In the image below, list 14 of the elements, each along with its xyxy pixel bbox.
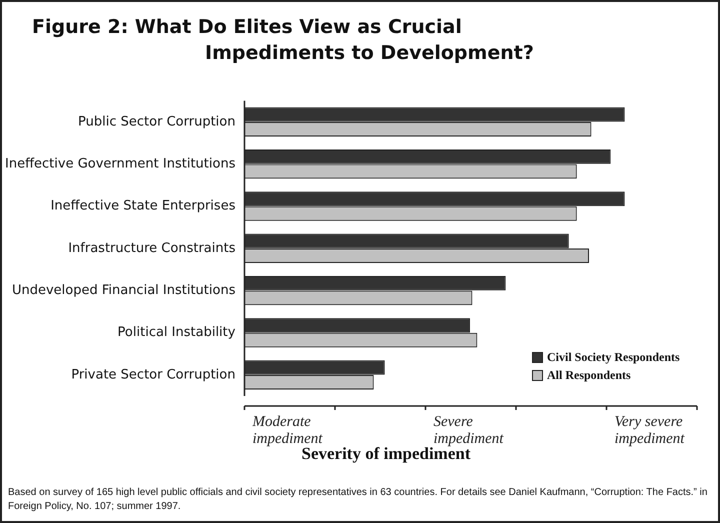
y-tick-label: Undeveloped Financial Institutions — [12, 282, 236, 298]
y-tick-label: Infrastructure Constraints — [68, 240, 236, 256]
text: Moderate impediment — [252, 414, 324, 447]
y-tick-label: Political Instability — [118, 325, 236, 340]
y-tick-label: Ineffective Government Institutions — [4, 156, 236, 172]
text: Based on survey of 165 high level public officials and civil society representatives in 63 countries. For details see Daniel Kaufmann, “Corruption: The Facts.” in Foreign Policy, No. 107; summer 1997. — [8, 486, 708, 514]
y-tick-label: Public Sector Corruption — [78, 114, 236, 130]
legend-label: Civil Society Respondents — [547, 350, 680, 364]
chart-title: Figure 2: What Do Elites View as Crucial Impediments to Development? — [32, 16, 535, 66]
y-tick-label: Ineffective State Enterprises — [50, 198, 236, 214]
y-tick-label: Private Sector Corruption — [71, 367, 236, 382]
legend-label: All Respondents — [547, 368, 631, 382]
text: Severe impediment — [433, 414, 505, 447]
text: Very severe impediment — [614, 414, 686, 448]
